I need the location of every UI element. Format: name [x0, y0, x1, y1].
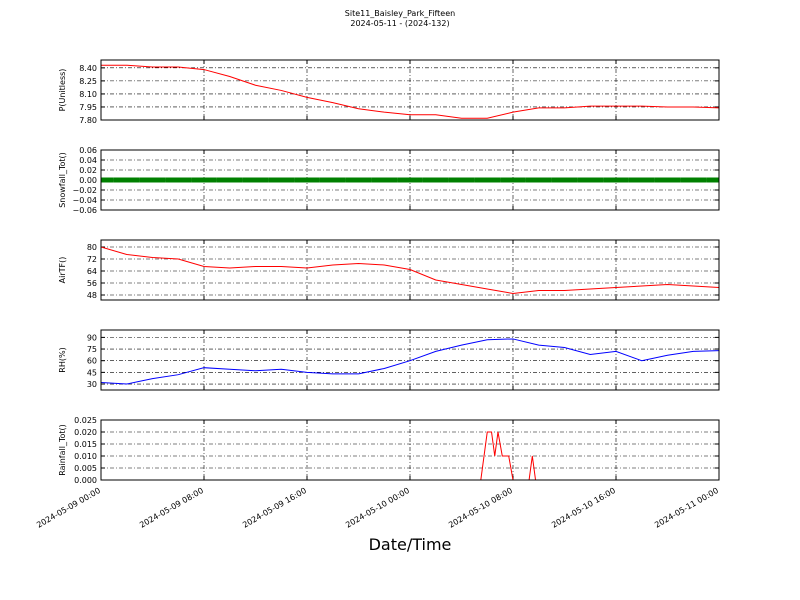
- y-axis-label: Snowfall_Tot(): [58, 152, 67, 208]
- x-tick-label: 2024-05-10 16:00: [550, 486, 617, 530]
- marker: [216, 177, 243, 183]
- x-tick-label: 2024-05-11 00:00: [653, 486, 720, 530]
- series-line: [101, 64, 719, 119]
- marker: [628, 177, 655, 183]
- series-line: [101, 431, 719, 480]
- x-tick-label: 2024-05-09 16:00: [241, 486, 308, 530]
- y-tick-label: 56: [87, 279, 97, 288]
- chart-subtitle: 2024-05-11 - (2024-132): [350, 19, 449, 28]
- marker: [165, 177, 192, 183]
- y-tick-label: 0.005: [74, 464, 97, 473]
- marker: [474, 177, 501, 183]
- y-tick-label: 8.25: [79, 77, 97, 86]
- y-tick-label: 90: [87, 333, 97, 342]
- y-tick-label: 7.95: [79, 103, 97, 112]
- y-tick-label: 0.025: [74, 416, 97, 425]
- marker: [113, 177, 140, 183]
- axes-frame: [100, 419, 720, 481]
- x-tick-label: 2024-05-09 00:00: [35, 486, 102, 530]
- marker: [242, 177, 269, 183]
- y-tick-label: 0.04: [79, 156, 97, 165]
- y-axis-label: RH(%): [58, 347, 67, 372]
- marker: [525, 177, 552, 183]
- y-tick-label: 8.10: [79, 90, 97, 99]
- x-tick-label: 2024-05-10 08:00: [447, 486, 514, 530]
- marker: [139, 177, 166, 183]
- marker: [448, 177, 475, 183]
- y-tick-label: 0.010: [74, 452, 97, 461]
- y-tick-label: −0.02: [72, 186, 97, 195]
- marker: [191, 177, 217, 183]
- y-tick-label: 75: [87, 345, 97, 354]
- y-tick-label: 0.020: [74, 428, 97, 437]
- marker: [371, 177, 398, 183]
- marker: [101, 177, 114, 183]
- marker: [268, 177, 295, 183]
- y-tick-label: 60: [87, 357, 97, 366]
- x-tick-label: 2024-05-10 00:00: [344, 486, 411, 530]
- x-axis-label: Date/Time: [369, 535, 452, 554]
- marker: [654, 177, 681, 183]
- y-axis-label: AirTF(): [58, 257, 67, 284]
- y-tick-label: 48: [87, 291, 97, 300]
- marker: [422, 177, 449, 183]
- y-tick-label: 0.02: [79, 166, 97, 175]
- y-axis-label: Rainfall_Tot(): [58, 424, 67, 476]
- chart-title: Site11_Baisley_Park_Fifteen: [345, 9, 455, 18]
- y-tick-label: −0.04: [72, 196, 97, 205]
- axes-frame: [100, 329, 720, 391]
- axes-frame: [100, 149, 720, 211]
- y-tick-label: 8.40: [79, 64, 97, 73]
- marker: [345, 177, 372, 183]
- y-tick-label: 72: [87, 255, 97, 264]
- marker: [577, 177, 604, 183]
- y-tick-label: 80: [87, 243, 97, 252]
- marker: [319, 177, 346, 183]
- y-tick-label: 64: [87, 267, 97, 276]
- series-line: [101, 338, 719, 385]
- marker: [500, 177, 526, 183]
- y-tick-label: 0.000: [74, 476, 97, 485]
- axes-frame: [100, 59, 720, 121]
- y-tick-label: 0.015: [74, 440, 97, 449]
- y-tick-label: 7.80: [79, 116, 97, 125]
- axes-frame: [100, 239, 720, 301]
- marker: [397, 177, 423, 183]
- y-tick-label: −0.06: [72, 206, 97, 215]
- y-tick-label: 0.06: [79, 146, 97, 155]
- marker: [680, 177, 707, 183]
- marker: [603, 177, 629, 183]
- marker: [706, 177, 719, 183]
- x-tick-label: 2024-05-09 08:00: [138, 486, 205, 530]
- y-tick-label: 30: [87, 380, 97, 389]
- marker: [551, 177, 578, 183]
- y-axis-label: P(Unitless): [58, 69, 67, 112]
- y-tick-label: 0.00: [79, 176, 97, 185]
- y-tick-label: 45: [87, 368, 97, 377]
- series-line: [101, 246, 719, 295]
- marker: [294, 177, 320, 183]
